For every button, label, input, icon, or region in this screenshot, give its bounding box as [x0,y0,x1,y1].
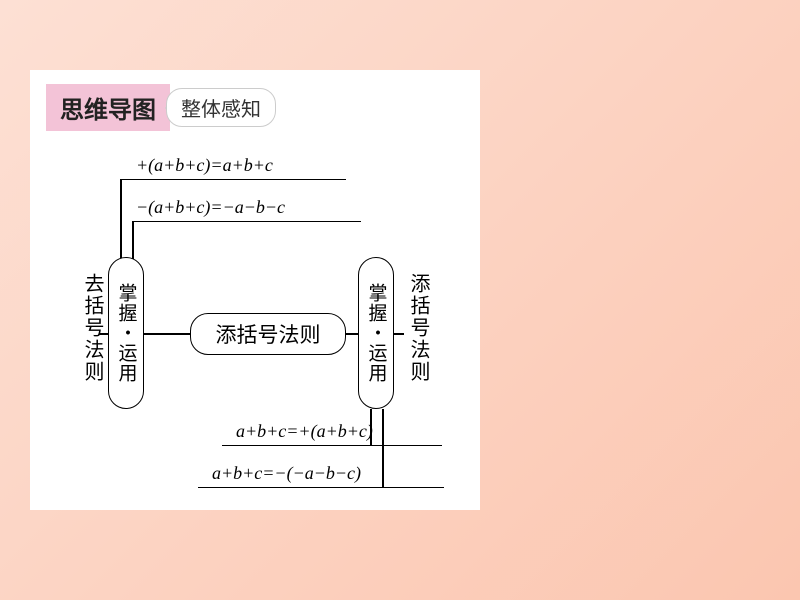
right-inner-pill: 掌握・运用 [358,257,394,409]
connector-top-2-v [132,221,134,263]
underline-top-1 [120,179,346,180]
center-label: 添括号法则 [216,319,321,349]
formula-top-2: −(a+b+c)=−a−b−c [136,197,285,218]
header: 思维导图 整体感知 [46,84,464,131]
content-panel: 思维导图 整体感知 +(a+b+c)=a+b+c −(a+b+c)=−a−b−c… [30,70,480,510]
underline-bot-1 [222,445,442,446]
mind-map-diagram: +(a+b+c)=a+b+c −(a+b+c)=−a−b−c 去括号法则 掌握・… [46,155,464,515]
connector-bot-2-v [382,409,384,487]
formula-top-1: +(a+b+c)=a+b+c [136,155,273,176]
right-outer-label: 添括号法则 [404,273,433,383]
formula-bot-2: a+b+c=−(−a−b−c) [212,463,361,484]
subtitle: 整体感知 [166,88,276,127]
underline-top-2 [132,221,361,222]
underline-bot-2 [198,487,444,488]
connector-right-outer [394,333,404,335]
left-outer-label: 去括号法则 [78,273,107,383]
title-main: 思维导图 [46,84,170,131]
connector-left-center [144,333,190,335]
connector-left-outer [99,333,109,335]
left-inner-label: 掌握・运用 [113,283,140,383]
right-inner-label: 掌握・运用 [363,283,390,383]
subtitle-wrap: 整体感知 [170,88,276,127]
left-inner-pill: 掌握・运用 [108,257,144,409]
connector-top-1-v [120,179,122,263]
formula-bot-1: a+b+c=+(a+b+c) [236,421,373,442]
center-pill: 添括号法则 [190,313,346,355]
